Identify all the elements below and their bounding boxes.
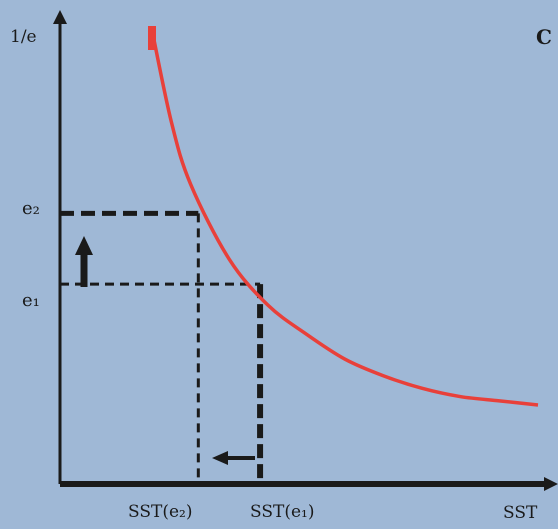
up-arrow (75, 236, 93, 287)
left-arrow (212, 451, 255, 465)
curve-layer (148, 26, 539, 407)
series-curve (150, 29, 539, 407)
panel-label: C (536, 25, 552, 49)
y-tick-label-e1: e₁ (22, 290, 40, 311)
x-tick-label-sst-e2: SST(e₂) (128, 502, 192, 522)
x-axis-arrowhead (544, 477, 558, 491)
x-tick-label-sst-e1: SST(e₁) (250, 502, 314, 522)
axes (53, 10, 558, 491)
x-axis-label: SST (503, 503, 538, 523)
y-axis-label: 1/e (10, 27, 37, 47)
y-axis-arrowhead (53, 10, 67, 24)
y-tick-label-e2: e₂ (22, 198, 40, 219)
reference-lines (60, 210, 264, 484)
